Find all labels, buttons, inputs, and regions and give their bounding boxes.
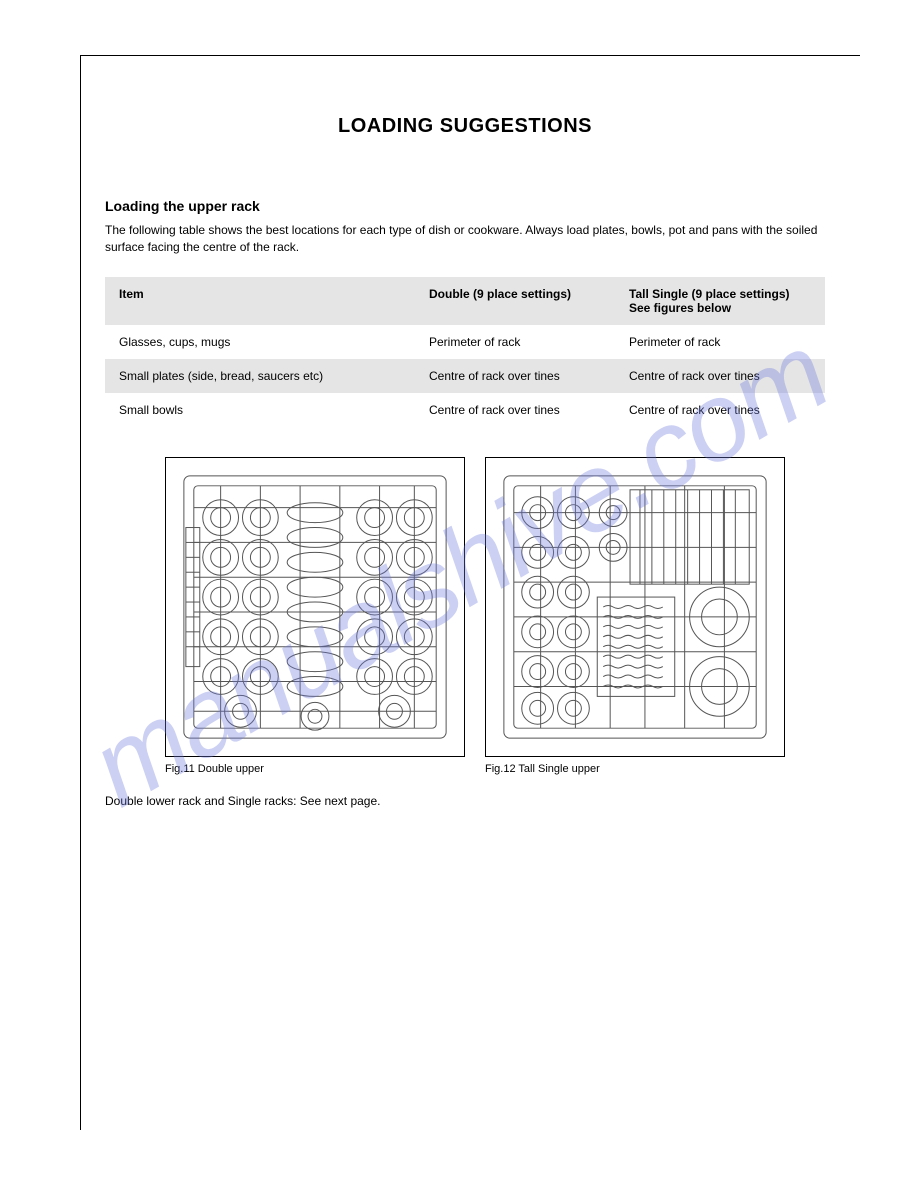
table-cell: Small bowls bbox=[105, 393, 415, 427]
table-cell: Small plates (side, bread, saucers etc) bbox=[105, 359, 415, 393]
table-cell: Centre of rack over tines bbox=[615, 359, 825, 393]
figure-right-frame bbox=[485, 457, 785, 757]
section-heading: Loading the upper rack bbox=[105, 198, 825, 214]
figures-row: Fig.11 Double upper bbox=[165, 457, 825, 775]
table-cell: Perimeter of rack bbox=[615, 325, 825, 359]
figure-left-caption: Fig.11 Double upper bbox=[165, 763, 465, 775]
table-cell: Centre of rack over tines bbox=[615, 393, 825, 427]
table-cell: Centre of rack over tines bbox=[415, 393, 615, 427]
figure-left-frame bbox=[165, 457, 465, 757]
table-cell: Perimeter of rack bbox=[415, 325, 615, 359]
page-content: LOADING SUGGESTIONS Loading the upper ra… bbox=[105, 115, 825, 830]
page-rule-top bbox=[80, 55, 860, 56]
table-header-tall: Tall Single (9 place settings) See figur… bbox=[615, 277, 825, 325]
table-cell: Centre of rack over tines bbox=[415, 359, 615, 393]
table-header-double: Double (9 place settings) bbox=[415, 277, 615, 325]
intro-paragraph: The following table shows the best locat… bbox=[105, 222, 825, 257]
table-header-item: Item bbox=[105, 277, 415, 325]
loading-table: Item Double (9 place settings) Tall Sing… bbox=[105, 277, 825, 427]
page-title: LOADING SUGGESTIONS bbox=[105, 115, 825, 138]
dishwasher-rack-icon bbox=[486, 458, 784, 756]
figure-right: Fig.12 Tall Single upper bbox=[485, 457, 785, 775]
figure-right-caption: Fig.12 Tall Single upper bbox=[485, 763, 785, 775]
footer-note: Double lower rack and Single racks: See … bbox=[105, 793, 825, 810]
dishwasher-rack-icon bbox=[166, 458, 464, 756]
table-cell: Glasses, cups, mugs bbox=[105, 325, 415, 359]
page-rule-left bbox=[80, 55, 81, 1130]
figure-left: Fig.11 Double upper bbox=[165, 457, 465, 775]
